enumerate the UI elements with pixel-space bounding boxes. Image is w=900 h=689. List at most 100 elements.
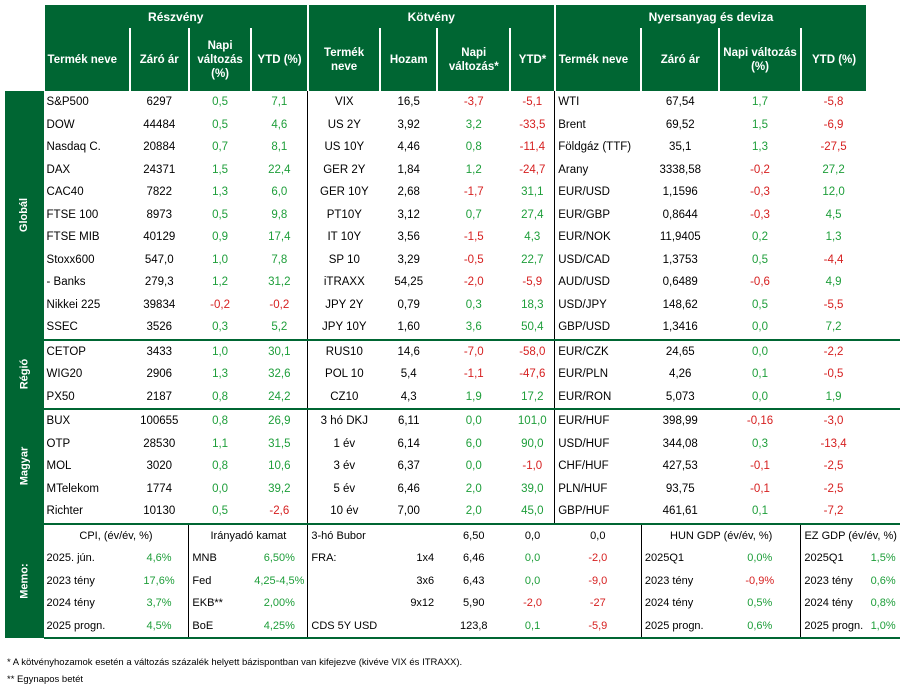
bond-memo-value: 5,90	[463, 597, 485, 610]
comm-name: EUR/USD	[554, 181, 642, 204]
bond-ytd: 90,0	[521, 437, 544, 450]
comm-name: EUR/RON	[554, 385, 642, 409]
stock-daily: 0,0	[212, 482, 229, 495]
stock-name: DAX	[46, 163, 71, 176]
bond-name: 1 év	[307, 432, 381, 455]
comm-name: EUR/NOK	[554, 226, 642, 249]
comm-close: 1,3416	[662, 321, 698, 334]
comm-ytd: -2,5	[823, 482, 844, 495]
group-label-memo: Memo:	[5, 523, 44, 638]
ez-gdp-value: 1,0%	[866, 614, 900, 639]
comm-daily: 0,1	[752, 368, 769, 381]
stock-close: 3020	[146, 460, 173, 473]
bond-daily: 3,2	[465, 118, 482, 131]
table-row: SSEC 3526 0,3 5,2 JPY 10Y 1,60 3,6 50,4 GBP/USD 1…	[5, 316, 900, 340]
comm-name: EUR/HUF	[554, 409, 642, 433]
bond-name: iTRAXX	[307, 271, 381, 294]
bond-daily: -0,5	[463, 253, 484, 266]
comm-ytd: -13,4	[820, 437, 847, 450]
bond-daily: 0,3	[465, 298, 482, 311]
stock-daily: 0,8	[212, 460, 229, 473]
bond-name: 10 év	[307, 500, 381, 524]
stock-name: Nasdaq C.	[46, 141, 101, 154]
stock-close: 10130	[143, 505, 176, 518]
bond-memo-daily: 0,1	[510, 614, 555, 639]
comm-close: 67,54	[665, 96, 695, 109]
comm-name: Arany	[554, 158, 642, 181]
comm-ytd: -3,0	[823, 415, 844, 428]
comm-daily: -0,1	[750, 460, 770, 473]
comm-daily: 0,0	[752, 321, 769, 334]
rate-label: MNB	[188, 547, 252, 570]
comm-daily: 1,5	[752, 118, 769, 131]
header-stocks-3: YTD (%)	[250, 28, 308, 91]
stock-ytd: 17,4	[268, 231, 291, 244]
comm-close: 3338,58	[659, 163, 702, 176]
bond-ytd: -5,9	[522, 276, 543, 289]
bond-yield: 14,6	[397, 345, 420, 358]
bond-memo-ytd: -9,0	[588, 574, 608, 587]
stock-daily: 1,2	[212, 276, 229, 289]
table-row: FTSE MIB 40129 0,9 17,4 IT 10Y 3,56 -1,5 4,3 EUR…	[5, 226, 900, 249]
stock-daily: 0,5	[212, 208, 229, 221]
bond-name: GER 2Y	[307, 158, 381, 181]
ez-gdp-value: 0,8%	[870, 597, 896, 610]
comm-ytd: 7,2	[825, 321, 842, 334]
stock-daily: 0,5	[212, 505, 229, 518]
stock-close: 3526	[146, 321, 173, 334]
cpi-value: 4,6%	[146, 552, 172, 565]
bond-name: IT 10Y	[307, 226, 381, 249]
bubor-value: 6,50	[463, 529, 485, 542]
ez-gdp-label: 2023 tény	[800, 569, 867, 592]
bond-yield: 4,3	[400, 390, 417, 403]
stock-daily: 1,0	[212, 345, 229, 358]
rate-title: Irányadó kamat	[188, 523, 308, 547]
bond-yield: 5,4	[400, 368, 417, 381]
bond-name: SP 10	[307, 248, 381, 271]
bond-daily: 0,8	[465, 141, 482, 154]
stock-daily: 1,5	[212, 163, 229, 176]
comm-ytd: -5,8	[823, 96, 844, 109]
comm-daily: 0,1	[752, 505, 769, 518]
hun-gdp-label: 2025Q1	[640, 547, 720, 570]
table-row: Nasdaq C. 20884 0,7 8,1 US 10Y 4,46 0,8 -11,4 Fö…	[5, 136, 900, 159]
bond-ytd: 39,0	[521, 482, 544, 495]
table-row: OTP 28530 1,1 31,5 1 év 6,14 6,0 90,0 USD/HUF 344…	[5, 432, 900, 455]
ez-gdp-value: 1,5%	[870, 552, 896, 565]
bond-ytd: -5,1	[522, 96, 543, 109]
cpi-label: 2024 tény	[46, 597, 95, 610]
stock-close: 279,3	[144, 276, 174, 289]
comm-name: Brent	[554, 113, 642, 136]
stock-ytd: -2,6	[269, 505, 290, 518]
bond-name: GER 10Y	[307, 181, 381, 204]
stock-ytd: 22,4	[268, 163, 291, 176]
memo-row: 2023 tény 17,6% Fed 4,25-4,5% 3x6 6,43 0,0 -9,0…	[5, 569, 900, 592]
table-row: Richter 10130 0,5 -2,6 10 év 7,00 2,0 45,0 GBP/H…	[5, 500, 900, 524]
comm-close: 0,8644	[662, 208, 698, 221]
bond-yield: 3,92	[397, 118, 420, 131]
stock-daily: 0,8	[212, 415, 229, 428]
stock-close: 40129	[143, 231, 176, 244]
comm-name: Földgáz (TTF)	[554, 136, 642, 159]
bond-memo-ytd: -5,9	[554, 614, 642, 639]
bond-name: CZ10	[307, 385, 381, 409]
cpi-label: 2025. jún.	[46, 552, 95, 565]
bond-memo-value: 6,46	[463, 552, 485, 565]
cpi-value: 17,6%	[143, 574, 175, 587]
comm-close: 24,65	[665, 345, 695, 358]
stock-daily: 0,7	[212, 141, 229, 154]
table-row: - Banks 279,3 1,2 31,2 iTRAXX 54,25 -2,0 -5,9 AU…	[5, 271, 900, 294]
bond-name: POL 10	[307, 363, 381, 386]
stock-name: BUX	[46, 415, 71, 428]
bubor-ytd: 0,0	[590, 529, 606, 542]
comm-daily: 0,0	[752, 345, 769, 358]
comm-close: 69,52	[665, 118, 695, 131]
table-row: Globál S&P500 6297 0,5 7,1 VIX 16,5 -3,7 -5,1 WTI…	[5, 91, 900, 340]
comm-ytd: 4,5	[825, 208, 842, 221]
stock-ytd: 31,5	[268, 437, 291, 450]
comm-ytd: 1,9	[825, 390, 842, 403]
bond-ytd: 45,0	[521, 505, 544, 518]
comm-daily: 0,3	[752, 437, 769, 450]
comm-name: EUR/CZK	[554, 339, 642, 363]
bond-yield: 6,46	[397, 482, 420, 495]
